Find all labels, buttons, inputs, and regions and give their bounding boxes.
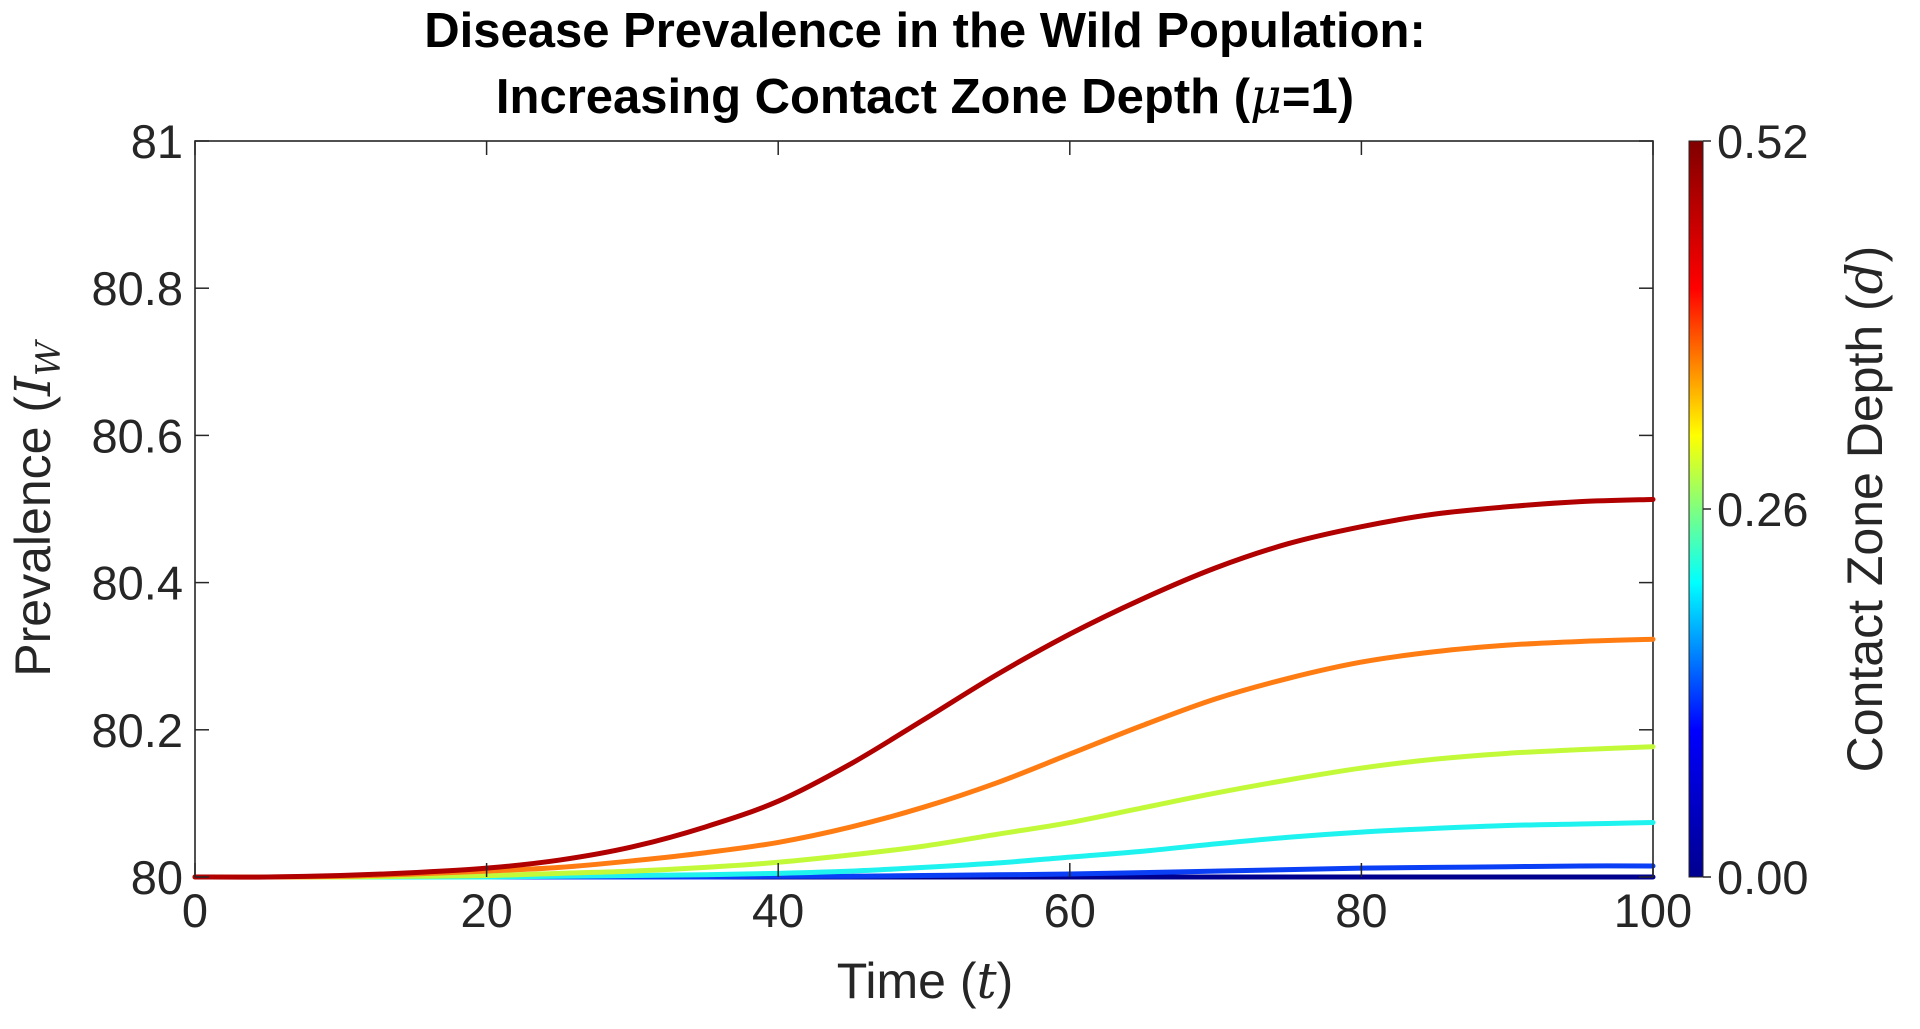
y-tick-label: 80 [131,851,183,904]
colorbar-gradient [1688,140,1704,878]
colorbar-symbol: d [1836,262,1894,294]
y-tick-label: 80.2 [92,704,183,757]
colorbar-label-text: Contact Zone Depth ( [1837,294,1893,772]
plot-area: 0 20 40 60 80 100 80 80.2 80.4 80.6 80.8 81 [92,115,1693,937]
colorbar-ticks: 0.00 0.26 0.52 [1703,115,1808,904]
chart-title-line-2: Increasing Contact Zone Depth (μ=1) [496,68,1354,125]
x-tick-label: 60 [1044,884,1096,937]
series-line-5 [192,496,1656,880]
x-axis-ticks: 0 20 40 60 80 100 [182,141,1692,937]
x-tick-label: 0 [182,884,208,937]
y-axis-ticks: 80 80.2 80.4 80.6 80.8 81 [92,115,1653,904]
y-tick-label: 80.4 [92,557,183,610]
x-axis-label-close: ) [997,953,1014,1009]
x-tick-label: 80 [1335,884,1387,937]
chart-title-line-1: Disease Prevalence in the Wild Populatio… [424,4,1426,58]
colorbar-label: Contact Zone Depth (d) [1836,246,1894,773]
title-line-2-suffix: =1) [1282,70,1354,124]
y-axis-label-text: Prevalence ( [5,396,61,677]
y-axis-symbol: I [4,375,62,397]
colorbar-label-close: ) [1837,246,1893,263]
x-axis-symbol: t [977,952,998,1010]
colorbar-tick-label: 0.00 [1717,851,1808,904]
series-group [192,496,1656,880]
title-line-2-prefix: Increasing Contact Zone Depth ( [496,70,1251,124]
x-tick-label: 40 [752,884,804,937]
colorbar-tick-label: 0.52 [1717,115,1808,168]
y-axis-subscript: W [29,338,69,376]
x-tick-label: 20 [460,884,512,937]
y-axis-label: Prevalence (IW [4,338,69,676]
x-axis-label: Time (t) [837,952,1014,1010]
x-axis-label-text: Time ( [837,953,977,1009]
colorbar-tick-label: 0.26 [1717,483,1808,536]
y-tick-label: 80.8 [92,262,183,315]
axes-box [194,140,1654,878]
series-line-3 [192,744,1656,880]
y-tick-label: 81 [131,115,183,168]
title-mu-symbol: μ [1250,68,1282,125]
colorbar: 0.00 0.26 0.52 [1688,115,1808,904]
x-tick-label: 100 [1614,884,1692,937]
y-tick-label: 80.6 [92,409,183,462]
